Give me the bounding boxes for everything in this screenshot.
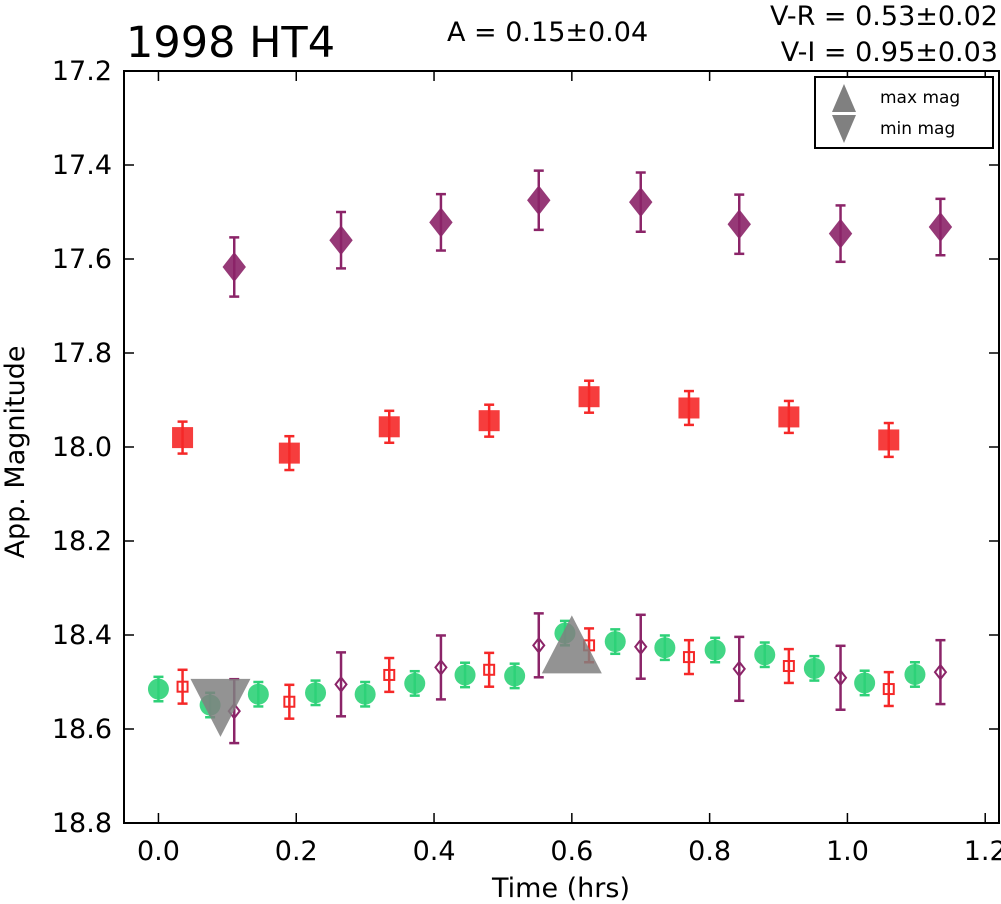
data-point xyxy=(504,665,526,687)
data-point xyxy=(727,209,751,240)
data-point xyxy=(354,683,376,705)
data-point xyxy=(578,386,600,408)
max-mag-marker xyxy=(541,615,602,674)
y-tick-label: 18.0 xyxy=(52,432,112,463)
data-point xyxy=(604,631,626,653)
y-axis-label: App. Magnitude xyxy=(0,346,31,559)
y-tick-label: 17.6 xyxy=(52,244,112,275)
chart-title: 1998 HT4 xyxy=(126,18,335,68)
series-0 xyxy=(222,169,953,298)
max-mag-legend-icon xyxy=(832,84,856,112)
y-tick-label: 18.8 xyxy=(52,808,112,839)
data-point xyxy=(247,683,269,705)
data-point xyxy=(704,639,726,661)
data-marks xyxy=(147,169,953,745)
x-axis-label: Time (hrs) xyxy=(491,873,630,904)
axis-ticks: 0.0 0.2 0.4 0.6 0.8 1.0 1.2 17.2 17.4 17.6 17.8 18.… xyxy=(52,56,1001,867)
data-point xyxy=(933,663,948,681)
x-tick-label: 0.6 xyxy=(550,836,593,867)
data-point xyxy=(278,442,300,464)
v-i-annotation: V-I = 0.95±0.03 xyxy=(781,37,998,68)
x-tick-label: 0.4 xyxy=(413,836,456,867)
data-point xyxy=(878,429,900,451)
x-tick-label: 0.2 xyxy=(275,836,318,867)
data-point xyxy=(483,663,496,676)
data-point xyxy=(828,218,853,249)
data-point xyxy=(176,680,189,693)
data-point xyxy=(634,638,648,656)
data-point xyxy=(478,410,500,432)
data-point xyxy=(147,678,169,700)
data-point xyxy=(283,695,296,708)
data-point xyxy=(782,660,795,673)
data-point xyxy=(678,397,700,419)
min-mag-legend-icon xyxy=(832,115,856,143)
x-tick-label: 0.8 xyxy=(688,836,731,867)
x-tick-label: 0.0 xyxy=(137,836,180,867)
data-point xyxy=(434,658,448,677)
y-tick-label: 17.8 xyxy=(52,338,112,369)
data-point xyxy=(882,683,895,696)
data-point xyxy=(222,251,246,282)
amplitude-annotation: A = 0.15±0.04 xyxy=(447,17,648,48)
data-point xyxy=(778,406,800,428)
data-point xyxy=(429,207,453,238)
data-point xyxy=(629,187,653,218)
data-point xyxy=(532,636,546,654)
data-point xyxy=(454,664,476,686)
x-tick-label: 1.2 xyxy=(964,836,1001,867)
series-4 xyxy=(227,612,948,745)
legend: max mag min mag xyxy=(814,76,994,149)
data-point xyxy=(334,675,348,693)
series-2 xyxy=(147,619,926,719)
data-point xyxy=(527,185,551,216)
data-point xyxy=(754,644,776,666)
y-tick-label: 18.6 xyxy=(52,714,112,745)
data-point xyxy=(928,212,953,243)
data-point xyxy=(383,668,396,681)
data-point xyxy=(654,637,676,659)
x-tick-label: 1.0 xyxy=(826,836,869,867)
data-point xyxy=(404,672,426,694)
v-r-annotation: V-R = 0.53±0.02 xyxy=(770,1,998,32)
data-point xyxy=(329,225,353,256)
y-tick-label: 18.4 xyxy=(52,620,112,651)
data-point xyxy=(682,651,695,664)
legend-label-min: min mag xyxy=(880,119,955,139)
data-point xyxy=(854,672,876,694)
y-tick-label: 17.4 xyxy=(52,150,112,181)
data-point xyxy=(732,660,746,678)
data-point xyxy=(378,416,400,438)
plot-frame xyxy=(123,70,1000,824)
y-tick-label: 18.2 xyxy=(52,526,112,557)
min-mag-marker xyxy=(190,678,251,737)
data-point xyxy=(833,669,848,687)
data-point xyxy=(172,427,194,449)
data-point xyxy=(904,663,926,685)
y-tick-label: 17.2 xyxy=(52,56,112,87)
data-point xyxy=(305,682,327,704)
legend-label-max: max mag xyxy=(880,88,960,108)
data-point xyxy=(803,657,825,679)
series-1 xyxy=(172,379,900,472)
